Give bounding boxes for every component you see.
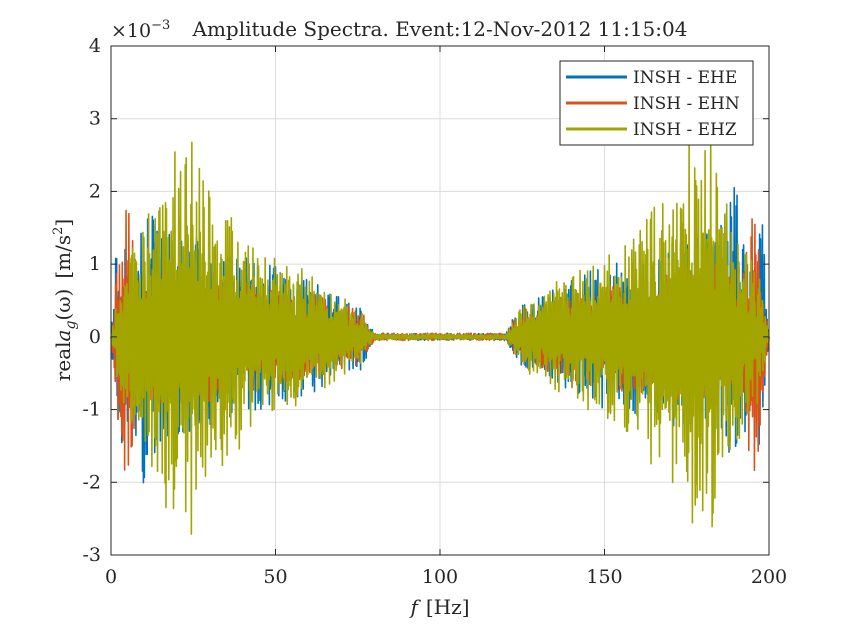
y-tick-label: -1 [82, 399, 101, 421]
x-tick-label: 50 [263, 566, 287, 588]
series-layer [110, 136, 770, 535]
y-tick-label: -2 [82, 471, 101, 493]
y-tick-label: 3 [89, 108, 101, 130]
y-exponent-label: ×10−3 [111, 18, 170, 42]
x-tick-label: 200 [751, 566, 787, 588]
tick-marks [110, 45, 770, 556]
y-tick-label: 1 [89, 253, 101, 275]
y-tick-label: 0 [89, 326, 101, 348]
x-tick-label: 150 [586, 566, 622, 588]
series-line-2 [110, 136, 770, 535]
y-tick-label: 4 [89, 35, 101, 57]
y-axis-label: realag(ω)[m/s2] [51, 219, 79, 381]
legend: INSH - EHE INSH - EHN INSH - EHZ [559, 60, 754, 146]
x-axis-label: f [Hz] [409, 595, 470, 619]
legend-label-ehe: INSH - EHE [633, 68, 737, 88]
x-tick-label: 0 [105, 566, 117, 588]
x-tick-labels: 0 50 100 150 200 [105, 566, 787, 588]
y-tick-label: 2 [89, 180, 101, 202]
legend-label-ehn: INSH - EHN [633, 94, 740, 114]
x-tick-label: 100 [422, 566, 458, 588]
legend-label-ehz: INSH - EHZ [633, 120, 737, 140]
y-tick-label: -3 [82, 544, 101, 566]
chart-title: Amplitude Spectra. Event:12-Nov-2012 11:… [192, 17, 688, 41]
y-tick-labels: -3 -2 -1 0 1 2 3 4 [82, 35, 101, 566]
